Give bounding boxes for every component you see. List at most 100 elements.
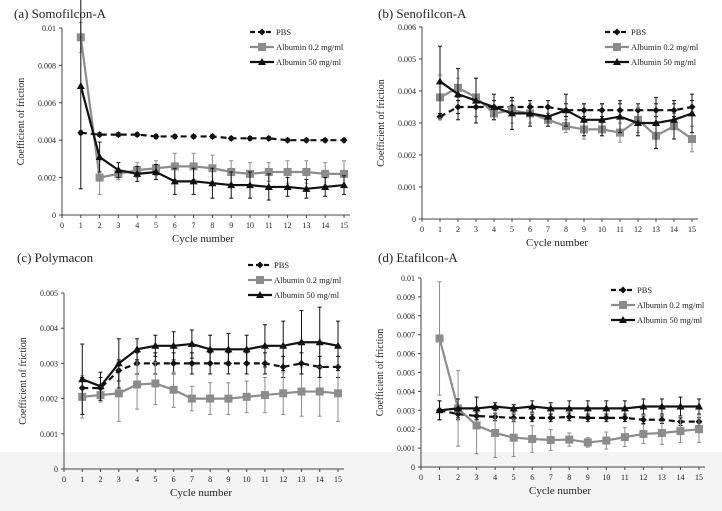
legend-label: PBS: [631, 27, 646, 37]
data-point: [565, 404, 574, 412]
x-tick-label: 10: [246, 221, 254, 230]
data-point: [188, 359, 196, 367]
data-point: [151, 341, 160, 349]
x-tick-label: 8: [210, 221, 214, 230]
data-point: [676, 427, 685, 436]
series-line: [82, 362, 338, 390]
data-point: [334, 341, 342, 349]
y-tick-label: 0.001: [398, 183, 416, 192]
legend-label: PBS: [637, 285, 652, 295]
data-point: [321, 136, 329, 144]
data-point: [208, 132, 216, 140]
y-tick-label: 0.003: [40, 359, 58, 368]
x-tick-label: 12: [279, 475, 287, 484]
data-point: [639, 416, 647, 424]
data-point: [189, 177, 198, 185]
y-tick-label: 0.006: [397, 350, 415, 359]
data-point: [114, 359, 123, 367]
data-point: [546, 435, 555, 444]
x-tick-label: 2: [456, 225, 460, 234]
data-point: [634, 119, 642, 126]
x-tick-label: 8: [208, 475, 212, 484]
data-point: [435, 406, 444, 414]
data-point: [321, 182, 330, 190]
data-point: [96, 131, 104, 139]
y-tick-label: 0.008: [397, 312, 415, 321]
panel-title: (a) Somofilcon-A: [14, 6, 107, 21]
data-point: [283, 182, 292, 190]
legend-label: Albumin 0.2 mg/ml: [274, 275, 342, 285]
x-tick-label: 6: [530, 473, 534, 482]
legend-marker: [256, 261, 264, 269]
x-tick-label: 7: [549, 473, 553, 482]
x-tick-label: 0: [60, 221, 64, 230]
y-tick-label: 0.003: [397, 406, 415, 415]
x-tick-label: 11: [621, 473, 629, 482]
data-point: [224, 394, 233, 403]
data-point: [639, 429, 648, 438]
data-point: [187, 394, 196, 403]
y-tick-label: 0: [54, 465, 58, 474]
x-axis-label: Cycle number: [526, 237, 588, 249]
x-tick-label: 13: [658, 473, 666, 482]
y-tick-label: 0.002: [38, 174, 56, 183]
panel-title: (c) Polymacon: [17, 250, 94, 265]
x-tick-label: 13: [652, 225, 660, 234]
data-point: [510, 414, 518, 422]
data-point: [246, 134, 254, 142]
x-tick-label: 6: [173, 221, 177, 230]
x-tick-label: 3: [117, 475, 121, 484]
x-tick-label: 15: [688, 225, 696, 234]
data-point: [340, 169, 348, 178]
data-point: [133, 380, 142, 389]
data-point: [302, 136, 310, 144]
x-tick-label: 11: [616, 225, 624, 234]
legend-marker: [613, 43, 621, 51]
data-point: [152, 167, 160, 175]
data-point: [580, 115, 588, 123]
data-point: [472, 404, 481, 412]
data-point: [187, 340, 196, 348]
x-tick-label: 1: [79, 221, 83, 230]
x-tick-label: 8: [567, 473, 571, 482]
data-point: [670, 115, 678, 123]
y-axis-label: Coefficient of friction: [376, 79, 387, 167]
y-tick-label: 0.004: [40, 324, 58, 333]
series-albumin-0-2-mg-ml: [435, 281, 703, 459]
legend-marker: [613, 58, 621, 65]
data-point: [264, 182, 273, 190]
x-tick-label: 2: [456, 473, 460, 482]
data-point: [565, 435, 574, 444]
x-tick-label: 13: [302, 221, 310, 230]
panel-title: (d) Etafilcon-A: [378, 250, 458, 265]
legend-label: Albumin 0.2 mg/ml: [631, 42, 699, 52]
legend-label: Albumin 50 mg/ml: [637, 315, 703, 325]
data-point: [170, 359, 178, 367]
data-point: [544, 112, 552, 120]
data-point: [297, 338, 306, 346]
data-point: [264, 167, 273, 176]
data-point: [528, 435, 537, 444]
data-point: [315, 387, 324, 396]
series-pbs: [78, 352, 342, 400]
x-tick-label: 15: [695, 473, 703, 482]
legend-label: Albumin 50 mg/ml: [631, 57, 697, 67]
data-point: [302, 167, 311, 176]
y-tick-label: 0.002: [398, 151, 416, 160]
legend-label: Albumin 50 mg/ml: [274, 290, 340, 300]
x-tick-label: 6: [172, 475, 176, 484]
data-point: [620, 433, 629, 442]
y-tick-label: 0.002: [40, 395, 58, 404]
x-tick-label: 9: [229, 221, 233, 230]
x-tick-label: 1: [80, 475, 84, 484]
data-point: [491, 428, 500, 437]
series-line: [439, 105, 693, 118]
data-point: [133, 169, 142, 177]
x-tick-label: 4: [135, 221, 139, 230]
data-point: [639, 402, 648, 410]
y-tick-label: 0: [411, 463, 415, 472]
legend-marker: [619, 286, 627, 294]
data-point: [169, 385, 178, 394]
legend-marker: [256, 291, 264, 298]
data-point: [114, 389, 123, 398]
